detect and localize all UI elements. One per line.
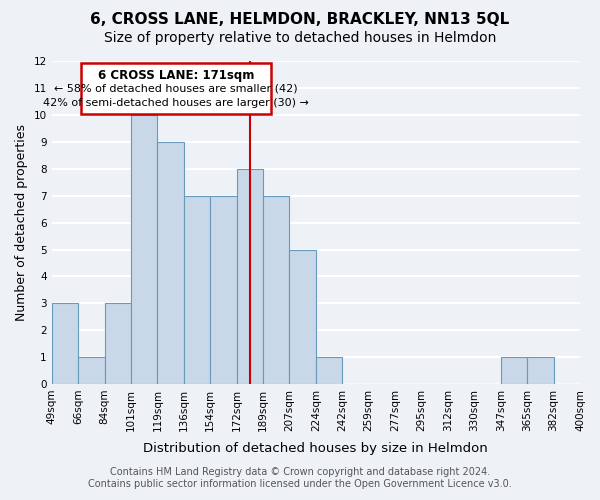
Text: Size of property relative to detached houses in Helmdon: Size of property relative to detached ho… — [104, 31, 496, 45]
X-axis label: Distribution of detached houses by size in Helmdon: Distribution of detached houses by size … — [143, 442, 488, 455]
Text: 6, CROSS LANE, HELMDON, BRACKLEY, NN13 5QL: 6, CROSS LANE, HELMDON, BRACKLEY, NN13 5… — [91, 12, 509, 28]
Y-axis label: Number of detached properties: Number of detached properties — [15, 124, 28, 321]
Text: Contains HM Land Registry data © Crown copyright and database right 2024.
Contai: Contains HM Land Registry data © Crown c… — [88, 468, 512, 489]
Bar — [52, 304, 78, 384]
Bar — [104, 304, 131, 384]
Bar — [210, 196, 236, 384]
Bar — [131, 115, 157, 384]
FancyBboxPatch shape — [81, 64, 271, 114]
Text: 42% of semi-detached houses are larger (30) →: 42% of semi-detached houses are larger (… — [43, 98, 309, 108]
Bar — [184, 196, 210, 384]
Bar — [501, 357, 527, 384]
Bar — [157, 142, 184, 384]
Text: ← 58% of detached houses are smaller (42): ← 58% of detached houses are smaller (42… — [54, 84, 298, 94]
Bar — [289, 250, 316, 384]
Bar — [527, 357, 554, 384]
Bar — [316, 357, 342, 384]
Bar — [78, 357, 104, 384]
Bar — [236, 169, 263, 384]
Text: 6 CROSS LANE: 171sqm: 6 CROSS LANE: 171sqm — [98, 70, 254, 82]
Bar — [263, 196, 289, 384]
